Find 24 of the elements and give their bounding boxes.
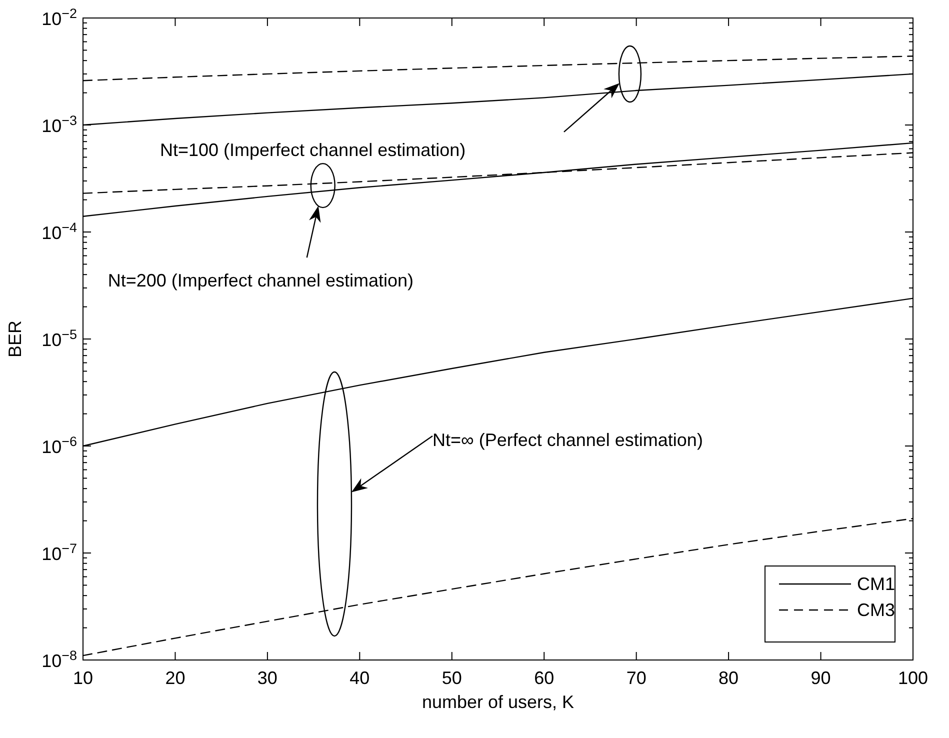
x-axis-title: number of users, K [422,692,574,712]
x-tick-label: 60 [534,668,554,688]
annotation: Nt=∞ (Perfect channel estimation) [432,430,703,450]
y-tick-label: 10$^{−7}$ [42,540,77,564]
legend-label: CM3 [857,600,896,620]
y-tick-label: 10$^{−2}$ [42,6,77,29]
annotation: Nt=100 (Imperfect channel estimation) [160,140,466,160]
x-tick-label: 70 [626,668,646,688]
x-tick-label: 80 [718,668,739,688]
y-tick-label: 10$^{−3}$ [42,112,77,136]
y-tick-label: 10$^{−6}$ [42,434,77,457]
x-tick-label: 100 [898,668,928,688]
annotation: Nt=200 (Imperfect channel estimation) [108,270,414,291]
x-tick-label: 10 [72,668,94,688]
y-tick-label: 10$^{−4}$ [42,220,78,243]
legend-label: CM1 [857,574,896,594]
y-tick-label: 10$^{−5}$ [42,326,77,350]
x-tick-label: 20 [165,668,186,688]
x-tick-label: 90 [810,668,831,688]
y-tick-label: 10$^{−8}$ [42,648,77,671]
x-tick-label: 30 [257,668,278,688]
x-tick-label: 40 [350,668,370,688]
y-axis-title: BER [5,320,25,358]
x-tick-label: 50 [442,668,462,688]
